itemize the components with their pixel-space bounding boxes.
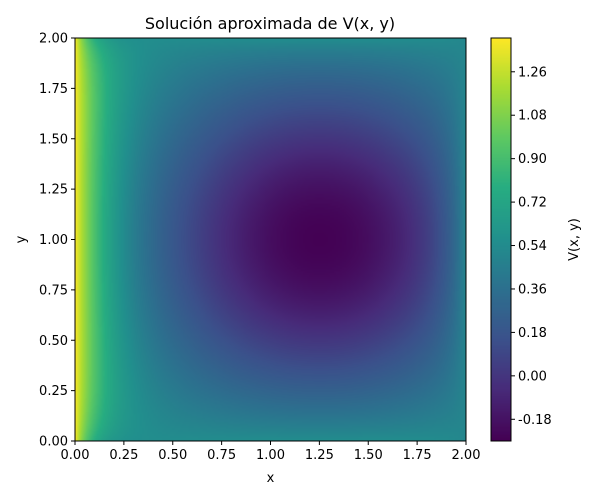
colorbar: -0.18 0.00 0.18 0.36 0.54 0.72 0.90 1.08 1.26 (490, 37, 552, 442)
colorbar-tick-label: 0.36 (518, 282, 547, 297)
y-tick-label: 1.25 (39, 183, 68, 198)
x-tick-label: 1.75 (403, 448, 432, 463)
colorbar-label: V(x, y) (567, 218, 582, 261)
x-tick-label: 1.50 (354, 448, 383, 463)
x-axis: 0.00 0.25 0.50 0.75 1.00 1.25 1.50 1.75 2.00 (61, 441, 481, 463)
x-tick-label: 0.25 (109, 448, 138, 463)
x-tick-label: 1.25 (305, 448, 334, 463)
colorbar-tick-label: 0.00 (518, 369, 547, 384)
y-tick-label: 0.00 (39, 435, 68, 450)
y-tick-label: 2.00 (39, 32, 68, 47)
x-tick-label: 0.75 (207, 448, 236, 463)
y-axis-label: y (14, 235, 29, 243)
y-tick-label: 0.75 (39, 283, 68, 298)
colorbar-tick-label: 1.08 (518, 109, 547, 124)
plot-area (74, 37, 467, 442)
colorbar-tick-label: 1.26 (518, 65, 547, 80)
x-tick-label: 1.00 (256, 448, 285, 463)
y-tick-label: 1.00 (39, 233, 68, 248)
colorbar-tick-label: 0.90 (518, 152, 547, 167)
y-axis: 0.00 0.25 0.50 0.75 1.00 1.25 1.50 1.75 2.00 (39, 32, 75, 450)
colorbar-tick-label: 0.18 (518, 326, 547, 341)
y-tick-label: 1.50 (39, 132, 68, 147)
y-tick-label: 1.75 (39, 82, 68, 97)
heatmap-image (75, 38, 466, 441)
chart-title: Solución aproximada de V(x, y) (145, 14, 395, 33)
x-tick-label: 0.00 (61, 448, 90, 463)
colorbar-gradient (491, 38, 511, 441)
colorbar-tick-label: 0.54 (518, 239, 547, 254)
colorbar-ticks: -0.18 0.00 0.18 0.36 0.54 0.72 0.90 1.08 1.26 (511, 65, 552, 428)
x-axis-label: x (267, 471, 275, 486)
colorbar-tick-label: 0.72 (518, 196, 547, 211)
y-tick-label: 0.50 (39, 334, 68, 349)
colorbar-frame (490, 37, 512, 442)
y-tick-label: 0.25 (39, 384, 68, 399)
x-tick-label: 0.50 (158, 448, 187, 463)
x-tick-label: 2.00 (452, 448, 481, 463)
colorbar-tick-label: -0.18 (518, 413, 552, 428)
